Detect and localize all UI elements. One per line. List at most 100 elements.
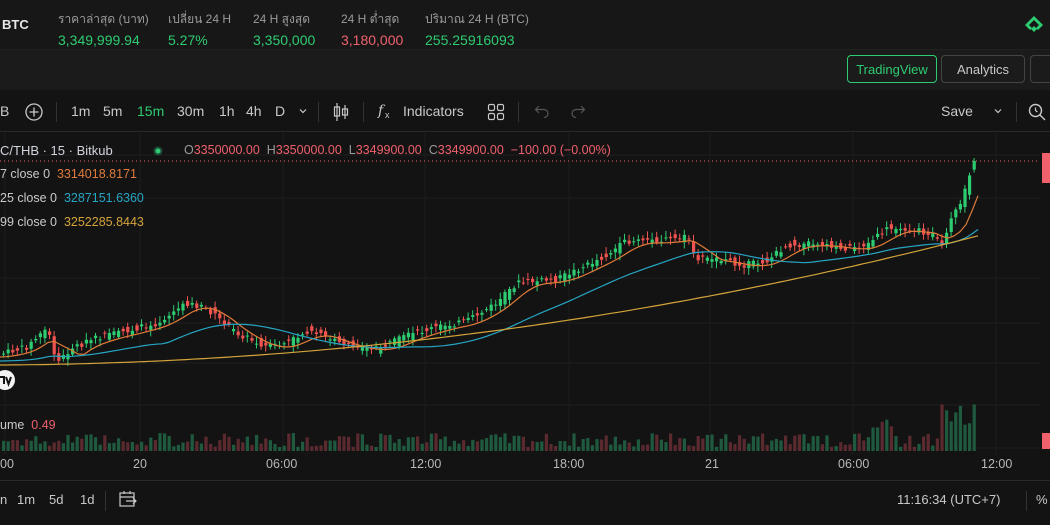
ma25-legend[interactable]: 25 close 0 3287151.6360 (0, 191, 144, 205)
undo-icon[interactable] (534, 104, 550, 118)
toolbar-divider (105, 491, 106, 511)
volume-bar (535, 442, 539, 451)
candle-body (784, 246, 788, 248)
interval-15m[interactable]: 15m (137, 103, 165, 119)
chevron-down-icon[interactable] (993, 106, 1003, 116)
candle-body (958, 203, 962, 210)
volume-bar (420, 443, 424, 451)
volume-bar (172, 446, 176, 451)
save-button[interactable]: Save (941, 103, 973, 119)
candle-body (462, 319, 466, 321)
candle-body (761, 260, 765, 264)
volume-bar (2, 440, 6, 451)
candle-body (190, 302, 194, 305)
volume-bar (416, 436, 420, 451)
candle-body (172, 311, 176, 315)
candle-body (429, 327, 433, 329)
x-tick: 20 (133, 457, 147, 471)
volume-bar (696, 435, 700, 451)
redo-icon[interactable] (570, 104, 586, 118)
volume-bar (848, 444, 852, 451)
analytics-button[interactable]: Analytics (941, 55, 1025, 83)
ma7-legend[interactable]: 7 close 0 3314018.8171 (0, 167, 137, 181)
volume-bar (710, 434, 714, 451)
last-price-marker (1042, 153, 1050, 183)
volume-bar (526, 446, 530, 451)
volume-bar (84, 434, 88, 451)
range-1d[interactable]: 1d (80, 492, 95, 507)
volume-bar (457, 443, 461, 451)
range-fragment[interactable]: n (0, 492, 8, 507)
volume-bar (241, 442, 245, 451)
candle-body (163, 319, 167, 323)
candle-body (107, 332, 111, 340)
candle-body (222, 320, 226, 326)
volume-bar (393, 442, 397, 451)
range-1m[interactable]: 1m (17, 492, 36, 507)
candle-body (434, 323, 438, 327)
interval-1h[interactable]: 1h (219, 103, 235, 119)
candle-body (876, 233, 880, 238)
volume-bar (880, 421, 884, 451)
volume-bar (646, 444, 650, 451)
price-chart[interactable]: C/THB · 15 · Bitkub O3350000.00 H3350000… (0, 133, 1050, 478)
plus-circle-icon[interactable] (24, 102, 44, 122)
candle-body (517, 280, 521, 283)
candle-body (609, 253, 613, 255)
candle-body (940, 240, 944, 246)
candle-body (301, 334, 305, 336)
volume-bar (213, 446, 217, 451)
candles-icon[interactable] (332, 101, 350, 123)
volume-bar (370, 445, 374, 451)
interval-4h[interactable]: 4h (246, 103, 262, 119)
x-tick: 12:00 (981, 457, 1013, 471)
candle-body (558, 275, 562, 279)
ma99-legend[interactable]: 99 close 0 3252285.8443 (0, 215, 144, 229)
range-5d[interactable]: 5d (49, 492, 64, 507)
candle-body (669, 236, 673, 239)
extra-view-button[interactable] (1030, 55, 1050, 83)
chart-canvas[interactable] (0, 133, 1050, 478)
volume-bar (167, 436, 171, 451)
candle-body (213, 307, 217, 314)
ma7-value: 3314018.8171 (56, 167, 137, 181)
volume-bar (577, 446, 581, 451)
volume-bar (324, 440, 328, 451)
volume-bar (894, 436, 898, 451)
tradingview-button[interactable]: TradingView (847, 55, 937, 83)
interval-30m[interactable]: 30m (177, 103, 205, 119)
candle-body (29, 341, 33, 349)
candle-body (158, 322, 162, 326)
function-icon[interactable]: f (378, 103, 384, 119)
volume-bar (567, 445, 571, 451)
chart-legend-title: C/THB · 15 · Bitkub (0, 143, 113, 158)
symbol-search[interactable]: B (0, 103, 10, 119)
interval-5m[interactable]: 5m (103, 103, 123, 119)
clock-timezone[interactable]: 11:16:34 (UTC+7) (897, 492, 1001, 507)
volume-bar (876, 427, 880, 451)
goto-date-icon[interactable] (118, 489, 138, 509)
candle-body (719, 260, 723, 264)
candle-body (646, 238, 650, 240)
volume-bar (314, 445, 318, 451)
candle-body (738, 261, 742, 266)
open-value: 3350000.00 (193, 143, 260, 157)
volume-bar (595, 439, 599, 451)
indicators-button[interactable]: Indicators (403, 103, 464, 119)
volume-bar (774, 438, 778, 451)
candle-body (788, 243, 792, 248)
candle-body (310, 326, 314, 331)
interval-1m[interactable]: 1m (71, 103, 91, 119)
grid-icon[interactable] (487, 103, 505, 121)
tradingview-logo-icon[interactable] (0, 369, 16, 391)
candle-body (466, 317, 470, 321)
candle-body (342, 338, 346, 346)
volume-bar (80, 438, 84, 451)
search-icon[interactable] (1027, 102, 1047, 122)
volume-legend[interactable]: ume 0.49 (0, 418, 56, 432)
volume-bar (742, 438, 746, 451)
candle-body (618, 243, 622, 254)
interval-d[interactable]: D (275, 103, 286, 119)
chevron-down-icon[interactable] (298, 106, 308, 116)
percent-toggle[interactable]: % (1036, 492, 1048, 507)
